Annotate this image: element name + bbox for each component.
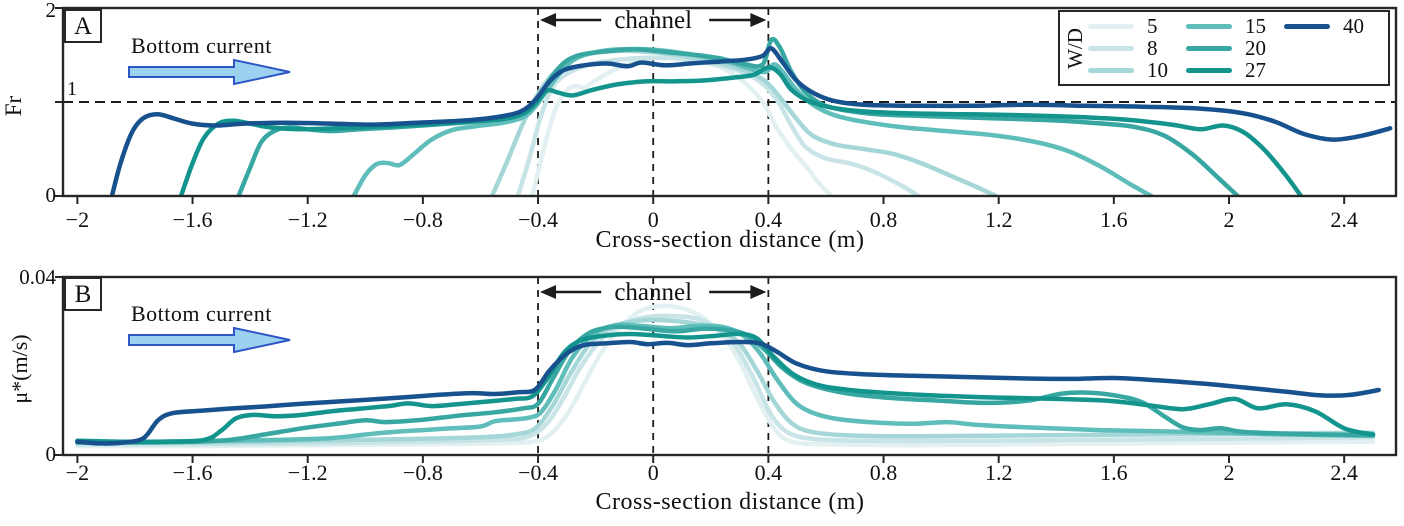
- panel-a-flow-arrow-icon: [128, 58, 291, 86]
- legend-item-5: 5: [1088, 13, 1186, 38]
- panel-a-x-axis-title: Cross-section distance (m): [595, 227, 865, 253]
- legend-item-27: 27: [1186, 57, 1284, 82]
- panel-a-flow-label: Bottom current: [131, 33, 272, 58]
- svg-text:−0.4: −0.4: [518, 207, 558, 232]
- panel-a-letter: A: [64, 9, 102, 43]
- legend-label-15: 15: [1245, 13, 1266, 38]
- legend-label-8: 8: [1147, 35, 1158, 60]
- legend-item-8: 8: [1088, 35, 1186, 60]
- svg-text:1.6: 1.6: [1100, 207, 1128, 232]
- legend-swatch-5: [1088, 23, 1134, 29]
- legend-label-20: 20: [1245, 35, 1266, 60]
- channel-annotation-B: channel: [614, 279, 692, 306]
- panel-b-x-axis-title: Cross-section distance (m): [595, 489, 865, 515]
- panel-b-letter: B: [64, 277, 102, 311]
- legend-swatch-27: [1186, 67, 1232, 73]
- svg-text:2.4: 2.4: [1330, 207, 1358, 232]
- svg-text:2: 2: [1224, 207, 1235, 232]
- legend-items: 5 8 10 15 20 27 40: [1088, 15, 1382, 81]
- legend-item-10: 10: [1088, 57, 1186, 82]
- svg-text:1.6: 1.6: [1100, 460, 1128, 485]
- svg-text:−1.6: −1.6: [173, 207, 213, 232]
- panel-a-ytick-2: 2: [45, 0, 57, 22]
- panel-b-flow-label: Bottom current: [131, 301, 272, 326]
- svg-text:0: 0: [648, 207, 659, 232]
- legend-title: W/D: [1062, 27, 1087, 69]
- legend-label-10: 10: [1147, 57, 1168, 82]
- svg-text:−1.6: −1.6: [173, 460, 213, 485]
- svg-text:0.4: 0.4: [755, 460, 783, 485]
- legend-label-40: 40: [1343, 13, 1364, 38]
- legend-swatch-15: [1186, 23, 1232, 29]
- svg-text:−1.2: −1.2: [288, 460, 328, 485]
- legend: W/D 5 8 10 15 20 27 40: [1058, 10, 1390, 86]
- panel-b-chart: −2 −1.6 −1.2 −0.8 −0.4 0 0.4 0.8 1.2 1.6 2 2.4 chann…: [55, 275, 1398, 485]
- legend-title-wrap: W/D: [1062, 15, 1088, 81]
- panel-a-ytick-0: 0: [45, 183, 57, 207]
- channel-annotation-A: channel: [614, 7, 692, 34]
- svg-text:−2: −2: [66, 207, 89, 232]
- panel-b-y-axis-label: μ*(m/s): [7, 334, 32, 404]
- legend-swatch-20: [1186, 45, 1232, 51]
- panel-b-flow-arrow-icon: [128, 326, 291, 354]
- legend-item-20: 20: [1186, 35, 1284, 60]
- legend-label-27: 27: [1245, 57, 1266, 82]
- legend-swatch-10: [1088, 67, 1134, 73]
- svg-text:0: 0: [648, 460, 659, 485]
- svg-text:0.8: 0.8: [870, 207, 898, 232]
- panel-a-chart: −2 −1.6 −1.2 −0.8 −0.4 0 0.4 0.8 1.2 1.6 2 2.4 chann…: [55, 6, 1398, 232]
- legend-label-5: 5: [1147, 13, 1158, 38]
- svg-text:1.2: 1.2: [985, 460, 1013, 485]
- svg-text:0.4: 0.4: [755, 207, 783, 232]
- svg-text:2: 2: [1224, 460, 1235, 485]
- svg-text:−2: −2: [66, 460, 89, 485]
- panel-b-ytick-004: 0.04: [19, 265, 56, 289]
- svg-text:0.8: 0.8: [870, 460, 898, 485]
- svg-text:−0.8: −0.8: [403, 207, 443, 232]
- svg-text:−1.2: −1.2: [288, 207, 328, 232]
- legend-item-15: 15: [1186, 13, 1284, 38]
- legend-item-40: 40: [1284, 13, 1382, 38]
- legend-swatch-40: [1284, 23, 1330, 29]
- svg-text:−0.8: −0.8: [403, 460, 443, 485]
- legend-swatch-8: [1088, 45, 1134, 51]
- svg-text:−0.4: −0.4: [518, 460, 558, 485]
- svg-text:2.4: 2.4: [1330, 460, 1358, 485]
- svg-text:1.2: 1.2: [985, 207, 1013, 232]
- panel-a-y-axis-label: Fr: [1, 95, 26, 117]
- panel-a-ytick-1: 1: [67, 78, 77, 100]
- panel-b-ytick-0: 0: [45, 442, 57, 466]
